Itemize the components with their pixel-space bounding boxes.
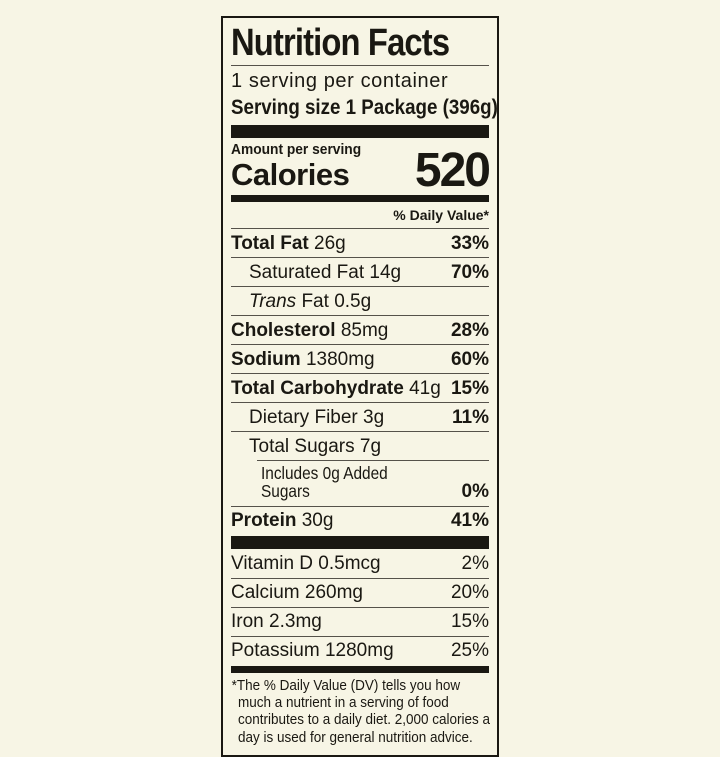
nutrient-row-sodium: Sodium 1380mg 60%	[231, 344, 489, 373]
nutrient-amount: 1380mg	[305, 348, 375, 370]
nutrient-dv: 41%	[450, 510, 489, 531]
nutrient-dv: 28%	[450, 319, 489, 341]
divider-medium	[231, 195, 489, 202]
nutrition-facts-label: Nutrition Facts 1 serving per container …	[221, 16, 499, 757]
vitamin-row-iron: Iron 2.3mg 15%	[231, 606, 489, 636]
vitamin-amount: 0.5mcg	[318, 553, 381, 574]
vitamin-dv: 2%	[461, 553, 489, 574]
vitamin-row-calcium: Calcium 260mg 20%	[231, 577, 489, 607]
nutrient-row-trans-fat: Trans Fat 0.5g	[231, 286, 489, 315]
nutrient-row-total-carbohydrate: Total Carbohydrate 41g 15%	[231, 373, 489, 402]
calories-left: Amount per serving Calories	[231, 142, 368, 190]
divider-thick	[231, 535, 489, 549]
nutrient-dv: 70%	[450, 261, 489, 283]
calories-value: 520	[414, 143, 491, 197]
screenshot-canvas: { "theme": { "background": "#f7f5e5", "i…	[0, 16, 720, 757]
vitamin-name: Iron 2.3mg	[231, 611, 322, 632]
nutrient-row-total-fat: Total Fat 26g 33%	[231, 228, 489, 257]
percent-daily-value-header: % Daily Value*	[393, 207, 489, 223]
serving-size: Serving size 1 Package (396g)	[231, 96, 498, 119]
vitamin-name: Calcium 260mg	[231, 582, 364, 603]
trans-italic: Trans	[249, 290, 297, 312]
nutrient-row-dietary-fiber: Dietary Fiber 3g 11%	[231, 402, 489, 431]
vitamin-dv: 20%	[450, 582, 489, 603]
calories-label: Calories	[231, 157, 350, 192]
nutrient-name-bold: Total Fat	[231, 232, 309, 254]
nutrient-name: Protein 30g	[231, 510, 334, 531]
nutrient-amount: 3g	[363, 406, 385, 428]
divider-thick	[231, 125, 489, 138]
label-title: Nutrition Facts	[231, 22, 450, 64]
nutrient-name: Saturated Fat 14g	[249, 261, 402, 283]
nutrient-dv: 15%	[450, 377, 489, 399]
nutrient-dv: 60%	[450, 348, 489, 370]
nutrient-dv: 33%	[450, 232, 489, 254]
vitamin-amount: 260mg	[304, 582, 364, 603]
nutrient-name: Trans Fat 0.5g	[249, 290, 372, 312]
vitamin-name: Vitamin D 0.5mcg	[231, 553, 381, 574]
nutrient-amount: 14g	[369, 261, 402, 283]
nutrient-amount: 26g	[314, 232, 346, 254]
vitamin-amount: 2.3mg	[269, 611, 322, 632]
vitamin-amount: 1280mg	[324, 640, 394, 661]
daily-value-footnote: *The % Daily Value (DV) tells you how mu…	[231, 677, 491, 746]
nutrient-name: Cholesterol 85mg	[231, 319, 389, 341]
nutrient-amount: 85mg	[340, 319, 389, 341]
nutrient-name: Sodium 1380mg	[231, 348, 375, 370]
calories-block: Amount per serving Calories 520	[231, 139, 491, 197]
nutrient-dv: 11%	[452, 406, 489, 428]
nutrient-name: Includes 0g Added Sugars	[261, 463, 388, 501]
nutrient-name: Total Carbohydrate 41g	[231, 377, 441, 399]
nutrient-dv: 0%	[461, 480, 489, 502]
nutrient-row-saturated-fat: Saturated Fat 14g 70%	[231, 257, 489, 286]
vitamin-dv: 25%	[450, 640, 489, 661]
nutrient-row-protein: Protein 30g 41%	[231, 505, 489, 535]
nutrient-amount: 7g	[359, 435, 382, 457]
nutrient-amount: 30g	[301, 510, 334, 531]
divider-medium	[231, 665, 489, 673]
divider-hairline	[231, 65, 489, 66]
vitamin-dv: 15%	[450, 611, 489, 632]
nutrient-row-cholesterol: Cholesterol 85mg 28%	[231, 315, 489, 344]
servings-per-container: 1 serving per container	[231, 70, 449, 92]
nutrient-amount: 0.5g	[334, 290, 372, 312]
vitamin-name: Potassium 1280mg	[231, 640, 394, 661]
nutrient-name: Total Sugars 7g	[249, 435, 382, 457]
nutrient-name: Total Fat 26g	[231, 234, 346, 253]
vitamin-row-vitamin-d: Vitamin D 0.5mcg 2%	[231, 550, 489, 578]
nutrient-amount: 41g	[409, 377, 441, 399]
amount-per-serving: Amount per serving	[231, 142, 362, 158]
nutrient-row-added-sugars: Includes 0g Added Sugars 0%	[231, 460, 489, 506]
nutrient-row-total-sugars: Total Sugars 7g	[231, 431, 489, 460]
nutrient-name: Dietary Fiber 3g	[249, 406, 385, 428]
vitamin-row-potassium: Potassium 1280mg 25%	[231, 635, 489, 665]
